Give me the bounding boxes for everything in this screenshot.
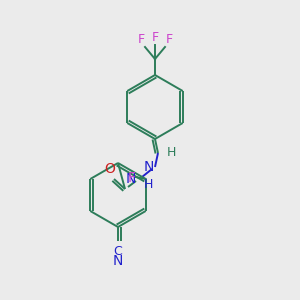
Text: O: O xyxy=(105,162,116,176)
Text: N: N xyxy=(144,160,154,174)
Text: N: N xyxy=(126,172,136,186)
Text: N: N xyxy=(113,254,123,268)
Text: C: C xyxy=(114,245,122,258)
Text: H: H xyxy=(167,146,176,158)
Text: F: F xyxy=(128,171,136,185)
Text: F: F xyxy=(152,31,159,44)
Text: H: H xyxy=(144,178,153,190)
Text: F: F xyxy=(165,33,172,46)
Text: F: F xyxy=(137,33,145,46)
